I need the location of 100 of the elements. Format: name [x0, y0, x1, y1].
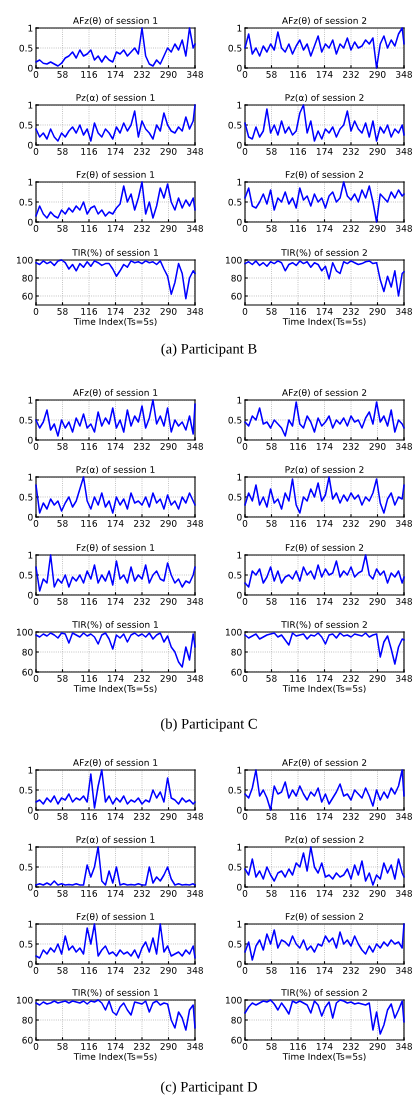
x-tick-label: 0	[242, 307, 248, 315]
x-tick-label: 174	[316, 308, 333, 315]
y-tick-label: 0.5	[228, 940, 242, 948]
line-series	[35, 846, 196, 886]
line-series	[244, 104, 405, 142]
x-tick-label: 116	[290, 674, 307, 682]
chart-title: AFz(θ) of session 2	[282, 758, 367, 768]
x-tick-label: 174	[107, 308, 124, 315]
x-tick-label: 348	[187, 597, 203, 605]
x-tick-label: 58	[57, 442, 68, 450]
x-tick-label: 116	[81, 442, 98, 450]
y-tick-label: 0	[237, 64, 242, 72]
y-tick-label: 0.5	[19, 940, 33, 948]
x-tick-label: 174	[316, 967, 333, 974]
x-tick-label: 0	[242, 147, 248, 155]
y-tick-label: 80	[22, 648, 33, 656]
x-tick-label: 0	[33, 70, 39, 78]
x-tick-label: 290	[369, 1042, 386, 1050]
chart-title: TIR(%) of session 2	[281, 988, 367, 998]
x-tick-label: 0	[242, 224, 248, 232]
x-tick-label: 58	[57, 674, 68, 682]
x-tick-label: 290	[160, 519, 177, 527]
y-tick-label: 0.5	[228, 416, 242, 424]
line-series	[35, 104, 196, 142]
chart-title: TIR(%) of session 1	[72, 988, 158, 998]
x-tick-label: 174	[107, 675, 124, 682]
y-tick-label: 0.5	[228, 571, 242, 579]
y-tick-label: 1	[237, 766, 242, 774]
x-tick-label: 290	[369, 674, 386, 682]
x-tick-label: 174	[316, 520, 333, 527]
y-tick-label: 1	[237, 920, 242, 928]
x-tick-label: 232	[343, 519, 359, 527]
x-tick-label: 232	[134, 147, 150, 155]
x-tick-label: 232	[343, 442, 359, 450]
x-tick-label: 232	[134, 1042, 150, 1050]
x-tick-label: 58	[266, 442, 277, 450]
x-tick-label: 348	[396, 966, 412, 974]
y-tick-label: 0	[28, 591, 33, 599]
chart-title: AFz(θ) of session 1	[73, 16, 158, 26]
chart-title: TIR(%) of session 1	[72, 248, 158, 258]
y-tick-label: 100	[16, 256, 33, 264]
x-tick-label: 58	[266, 597, 277, 605]
x-tick-label: 0	[242, 674, 248, 682]
x-tick-label: 58	[266, 674, 277, 682]
x-tick-label: 0	[242, 889, 248, 897]
x-tick-label: 174	[316, 890, 333, 897]
y-tick-label: 60	[231, 292, 242, 300]
line-series	[35, 399, 196, 437]
x-tick-label: 116	[81, 147, 98, 155]
x-tick-label: 0	[33, 889, 39, 897]
x-tick-label: 348	[187, 307, 203, 315]
x-tick-label: 348	[187, 966, 203, 974]
line-series	[244, 401, 405, 437]
x-tick-label: 0	[242, 1042, 248, 1050]
y-tick-label: 0	[28, 883, 33, 891]
x-tick-label: 348	[396, 674, 412, 682]
y-tick-label: 0	[28, 960, 33, 968]
x-tick-label: 0	[33, 519, 39, 527]
x-tick-label: 116	[81, 812, 98, 820]
x-tick-label: 116	[81, 674, 98, 682]
x-tick-label: 0	[242, 70, 248, 78]
x-tick-label: 348	[396, 889, 412, 897]
x-tick-label: 58	[57, 224, 68, 232]
x-tick-label: 290	[160, 307, 177, 315]
x-tick-label: 348	[187, 1042, 203, 1050]
x-tick-label: 348	[396, 70, 412, 78]
x-tick-label: 0	[33, 224, 39, 232]
y-tick-label: 1	[237, 843, 242, 851]
x-tick-label: 58	[266, 519, 277, 527]
x-tick-label: 232	[343, 224, 359, 232]
y-tick-label: 0	[28, 218, 33, 226]
x-tick-label: 58	[266, 966, 277, 974]
chart-title: Fz(θ) of session 1	[76, 912, 155, 922]
x-tick-label: 0	[33, 1042, 39, 1050]
x-tick-label: 0	[33, 597, 39, 605]
x-tick-label: 290	[160, 597, 177, 605]
x-tick-label: 290	[369, 597, 386, 605]
x-tick-label: 58	[266, 224, 277, 232]
x-tick-label: 116	[290, 224, 307, 232]
y-tick-label: 0.5	[228, 198, 242, 206]
y-tick-label: 0.5	[19, 416, 33, 424]
x-tick-label: 116	[81, 224, 98, 232]
x-tick-label: 348	[187, 442, 203, 450]
x-tick-label: 174	[316, 148, 333, 155]
x-tick-label: 116	[290, 70, 307, 78]
x-tick-label: 174	[107, 890, 124, 897]
y-tick-label: 1	[237, 473, 242, 481]
x-axis-title: Time Index(Ts=5s)	[282, 1052, 366, 1061]
x-tick-label: 348	[396, 224, 412, 232]
x-tick-label: 290	[369, 812, 386, 820]
x-tick-label: 290	[160, 70, 177, 78]
x-tick-label: 0	[33, 966, 39, 974]
y-tick-label: 0	[237, 141, 242, 149]
line-series	[35, 181, 196, 219]
x-tick-label: 348	[187, 889, 203, 897]
y-tick-label: 100	[16, 628, 33, 636]
x-tick-label: 290	[160, 147, 177, 155]
x-tick-label: 348	[187, 147, 203, 155]
chart-title: Pz(α) of session 1	[76, 835, 155, 845]
x-tick-label: 58	[57, 597, 68, 605]
